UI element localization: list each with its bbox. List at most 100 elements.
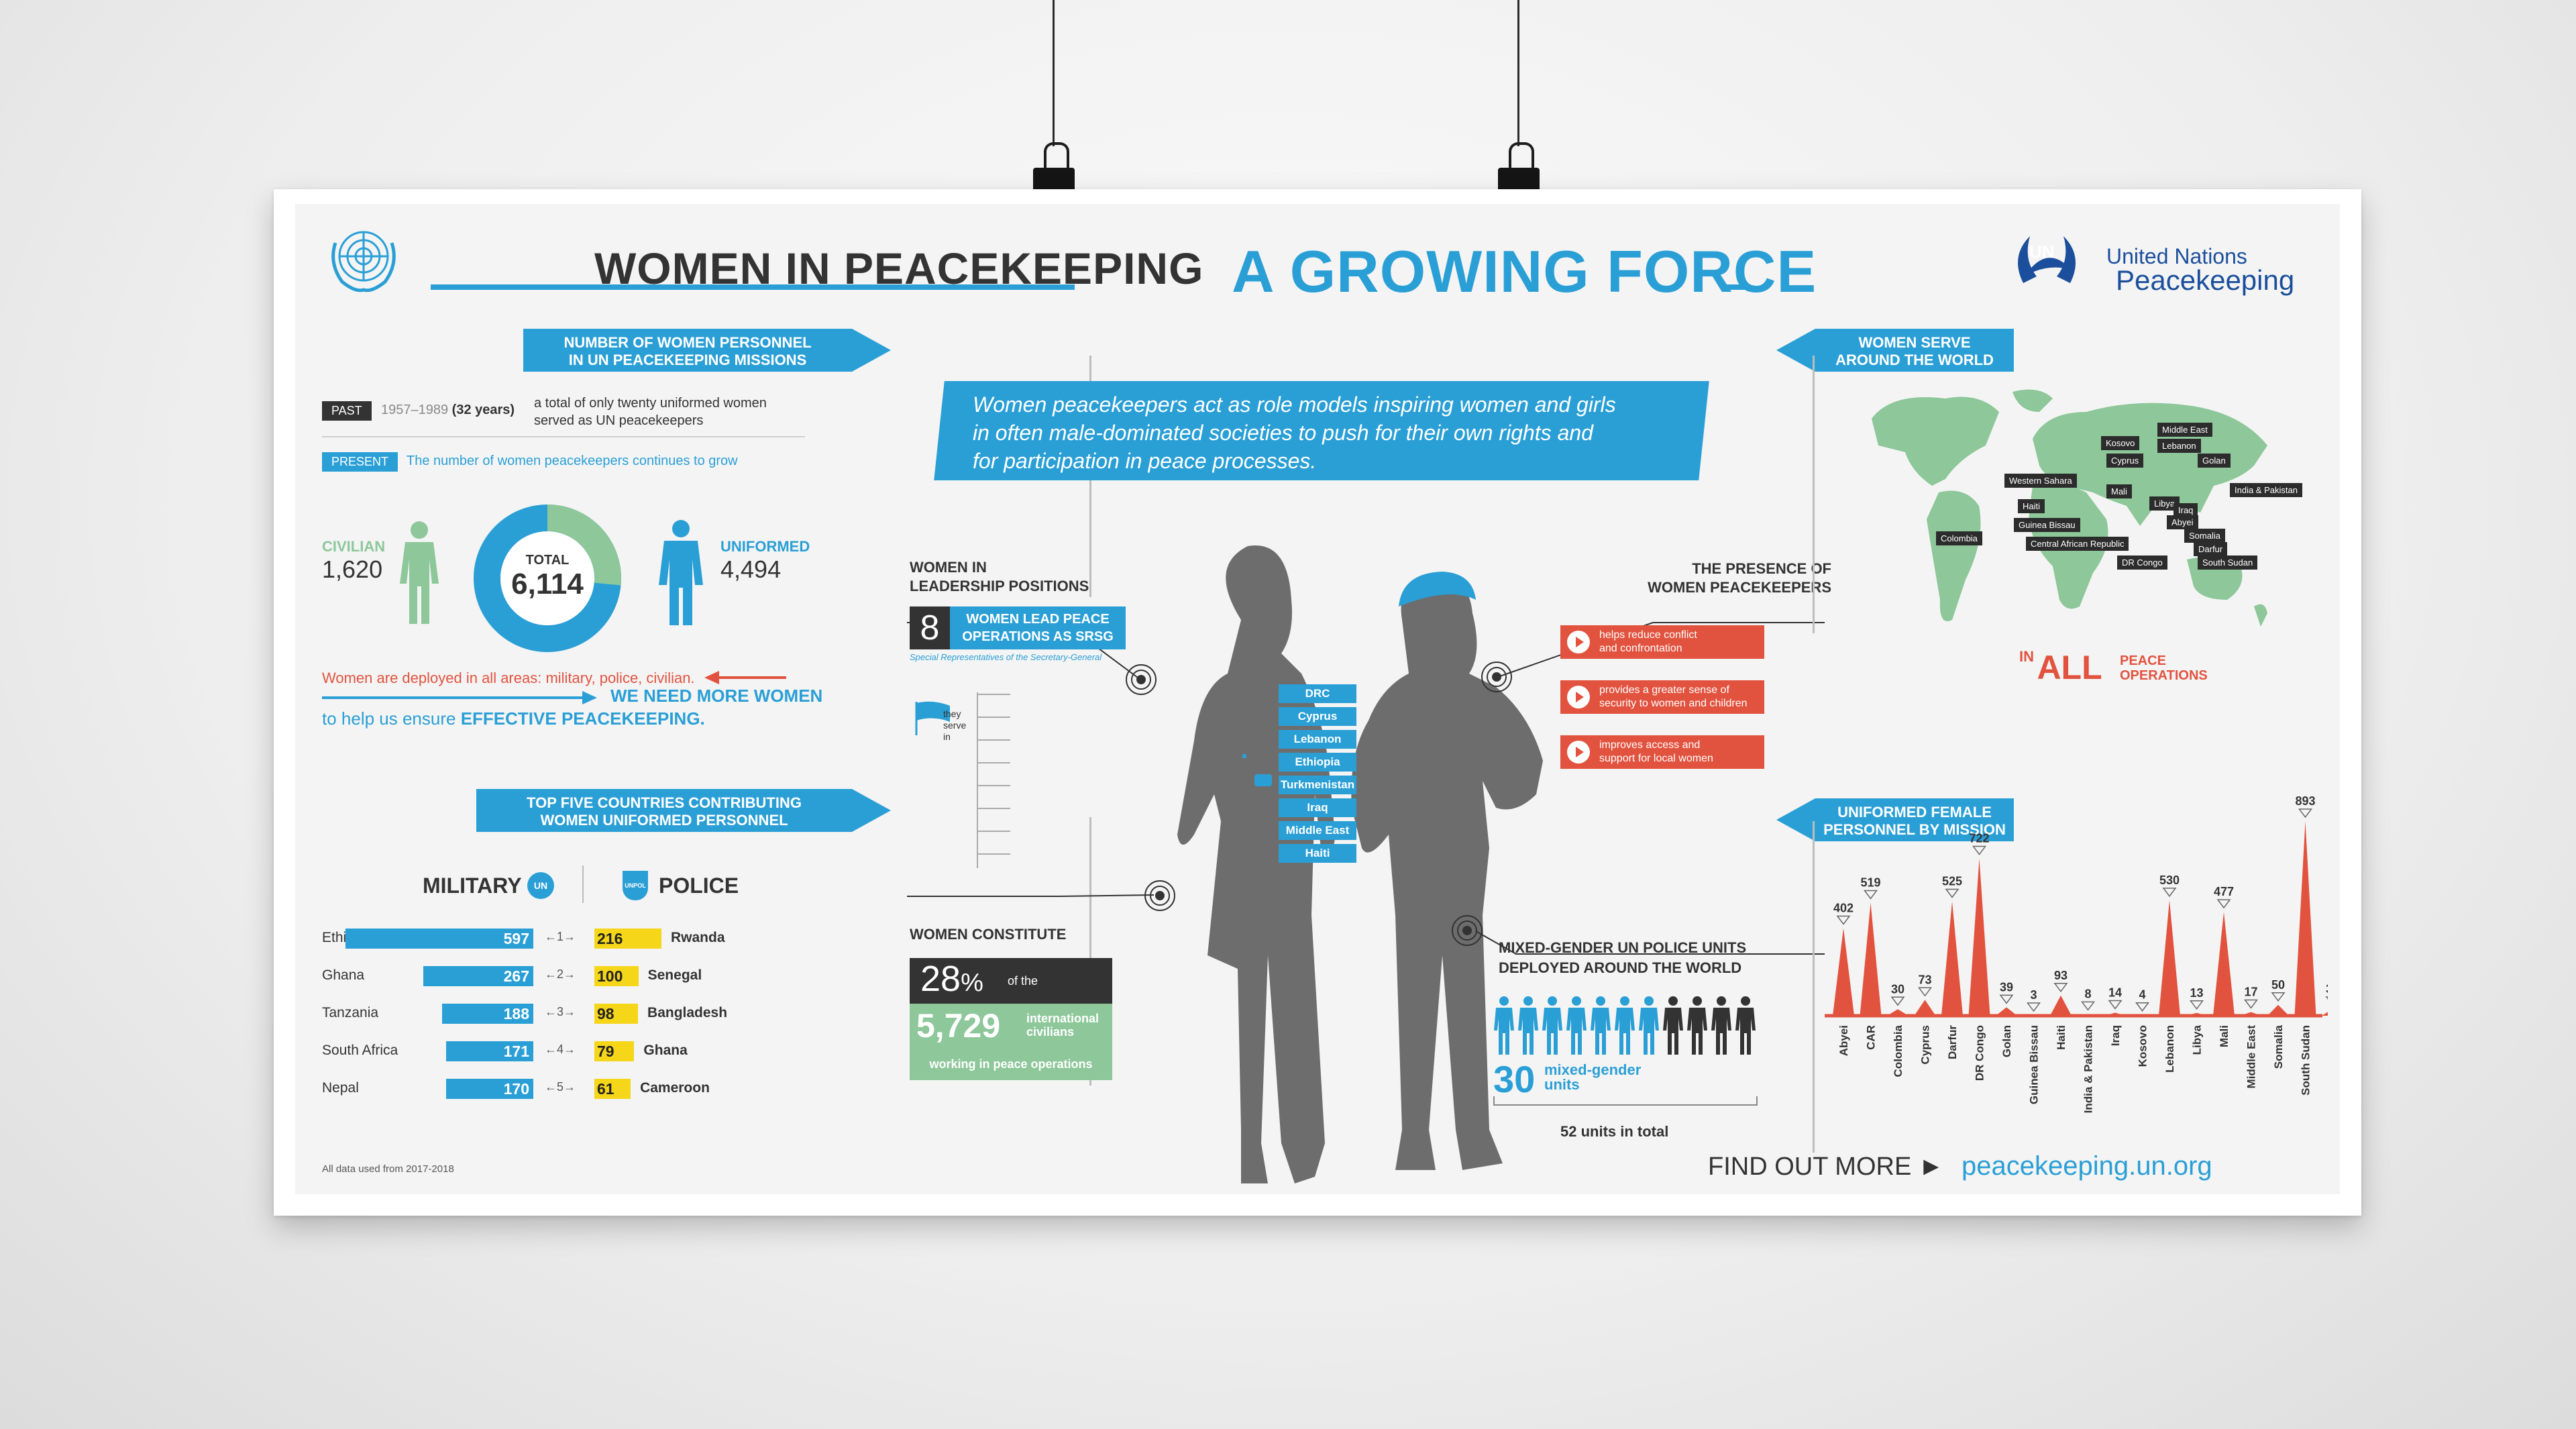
military-bar: 597	[345, 929, 533, 949]
personnel-banner: NUMBER OF WOMEN PERSONNEL IN UN PEACEKEE…	[523, 329, 891, 372]
left-divider-bottom	[1089, 817, 1091, 1086]
chart-value-label: 50	[2271, 978, 2285, 992]
mission-bracket	[977, 692, 978, 868]
mission-connector	[978, 785, 1010, 786]
chart-value-label: 722	[1969, 832, 1989, 845]
map-country-label: India & Pakistan	[2230, 483, 2302, 497]
chart-category-label: DR Congo	[1974, 1025, 1986, 1081]
hanging-wire-left	[1053, 0, 1055, 146]
chart-value-label: 893	[2295, 794, 2315, 808]
chart-value-label: 31	[2326, 982, 2328, 996]
map-country-label: Kosovo	[2101, 436, 2140, 450]
constitute-top-box	[910, 958, 1112, 1004]
units-bracket	[1493, 1096, 1758, 1106]
need-more-women-text: WE NEED MORE WOMEN	[610, 686, 823, 706]
constitute-heading: WOMEN CONSTITUTE	[910, 926, 1067, 943]
rank-indicator: ←3→	[545, 1005, 576, 1018]
poster-inner: WOMEN IN PEACEKEEPING A GROWING FORCE UN…	[295, 204, 2340, 1194]
chart-value-label: 17	[2244, 985, 2257, 998]
play-icon	[1567, 741, 1590, 763]
top-five-banner: TOP FIVE COUNTRIES CONTRIBUTING WOMEN UN…	[476, 789, 891, 832]
police-country: Bangladesh	[647, 1005, 728, 1020]
map-country-label: Golan	[2198, 454, 2231, 468]
civilians-text: international civilians	[1026, 1012, 1099, 1039]
presence-item-text: improves access and support for local wo…	[1599, 739, 1713, 764]
chart-spike	[1914, 1000, 1936, 1016]
chart-value-label: 8	[2084, 987, 2091, 1000]
chart-marker	[1836, 915, 1851, 925]
srsg-mission-item: Middle East	[1279, 821, 1356, 840]
total-label: TOTAL	[525, 553, 570, 568]
chart-marker	[2271, 992, 2286, 1002]
leadership-heading: WOMEN IN LEADERSHIP POSITIONS	[910, 559, 1089, 594]
chart-spike	[2077, 1014, 2099, 1016]
map-country-label: Western Sahara	[2004, 474, 2077, 488]
police-label: POLICE	[659, 874, 739, 898]
data-footnote: All data used from 2017-2018	[322, 1163, 454, 1175]
srsg-mission-item: DRC	[1279, 684, 1356, 703]
civilian-value: 1,620	[322, 555, 383, 583]
chart-category-label: Haiti	[2055, 1025, 2068, 1050]
header-line-left	[431, 284, 1075, 290]
chart-spike	[1833, 928, 1854, 1016]
past-text: a total of only twenty uniformed women s…	[534, 396, 767, 428]
chart-banner: UNIFORMED FEMALE PERSONNEL BY MISSION	[1776, 798, 2014, 841]
chart-spike	[1968, 858, 1990, 1016]
chart-category-label: Kosovo	[2137, 1025, 2149, 1067]
chart-category-label: Darfur	[1946, 1025, 1959, 1059]
un-emblem-icon	[331, 231, 396, 293]
peace-operations-text: PEACE OPERATIONS	[2120, 653, 2208, 683]
past-tag: PAST	[322, 401, 372, 421]
chart-marker	[2298, 808, 2312, 818]
rank-indicator: ←5→	[545, 1080, 576, 1094]
chart-category-label: Mali	[2218, 1025, 2231, 1047]
chart-category-label: Abyei	[1837, 1025, 1850, 1056]
map-country-label: Darfur	[2194, 542, 2228, 556]
chart-value-label: 13	[2190, 986, 2203, 1000]
mission-connector	[978, 739, 1010, 741]
mission-spike-chart: 402 Abyei 519 CAR 30 Colombia 73 Cyprus 525 Darfu…	[1825, 794, 2328, 1113]
hanging-wire-right	[1517, 0, 1519, 146]
present-text: The number of women peacekeepers continu…	[407, 454, 738, 468]
org-name-line1: United Nations	[2106, 244, 2247, 268]
website-link[interactable]: peacekeeping.un.org	[1962, 1151, 2212, 1181]
chart-category-label: Guinea Bissau	[2028, 1025, 2041, 1104]
chart-spike	[1941, 901, 1963, 1016]
police-country: Cameroon	[640, 1080, 710, 1096]
play-icon	[1567, 631, 1590, 653]
chart-spike	[2050, 995, 2072, 1016]
past-years-duration: (32 years)	[451, 403, 515, 417]
chart-category-label: Lebanon	[2163, 1025, 2176, 1073]
quote-text: Women peacekeepers act as role models in…	[973, 392, 1616, 473]
poster: WOMEN IN PEACEKEEPING A GROWING FORCE UN…	[274, 189, 2361, 1216]
rank-indicator: ←2→	[545, 967, 576, 981]
chart-marker	[1972, 845, 1986, 855]
military-police-divider	[582, 865, 584, 903]
effective-prefix: to help us ensure	[322, 708, 461, 729]
presence-item: provides a greater sense of security to …	[1560, 680, 1764, 714]
police-unpol-badge: UNPOL	[623, 871, 648, 900]
srsg-text-box: WOMEN LEAD PEACE OPERATIONS AS SRSG	[950, 606, 1126, 649]
map-country-label: Iraq	[2174, 503, 2198, 517]
military-country: Tanzania	[322, 1005, 379, 1020]
presence-item: helps reduce conflict and confrontation	[1560, 625, 1764, 659]
rank-indicator: ←1→	[545, 930, 576, 943]
srsg-count-box: 8	[910, 606, 950, 649]
chart-marker	[2081, 1001, 2095, 1011]
police-officer-icon	[1735, 996, 1762, 1065]
military-label: MILITARY	[423, 874, 522, 898]
map-country-label: South Sudan	[2198, 555, 2258, 570]
police-officer-icon	[1662, 996, 1689, 1065]
chart-value-label: 14	[2108, 986, 2122, 999]
chart-category-label: Middle East	[2245, 1025, 2258, 1089]
women-silhouettes	[1177, 545, 1543, 1183]
chart-marker	[1864, 890, 1878, 900]
un-logo-text: UN	[2029, 242, 2055, 262]
military-bar: 170	[446, 1079, 533, 1099]
military-un-badge: UN	[527, 872, 554, 899]
page-title-right: A GROWING FORCE	[1232, 238, 1817, 305]
military-country: South Africa	[322, 1043, 398, 1058]
military-country: Nepal	[322, 1080, 359, 1096]
page-title-left: WOMEN IN PEACEKEEPING	[594, 244, 1204, 293]
chart-marker	[1945, 888, 1960, 898]
